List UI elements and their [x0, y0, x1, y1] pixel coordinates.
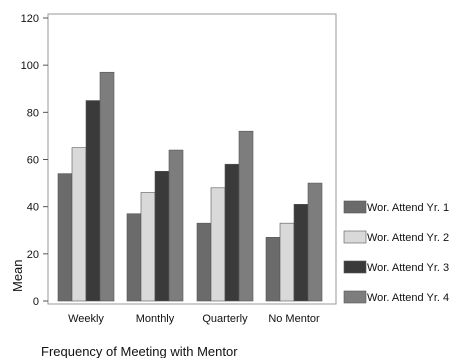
bar — [99, 71, 115, 302]
bar — [85, 100, 101, 302]
bar — [126, 213, 142, 302]
y-tick-label: 80 — [27, 107, 39, 119]
bar — [71, 147, 87, 302]
x-tick-label: No Mentor — [268, 313, 320, 325]
legend-label: Wor. Attend Yr. 3 — [367, 262, 449, 274]
bar — [154, 170, 170, 302]
bar — [238, 130, 254, 302]
legend-label: Wor. Attend Yr. 1 — [367, 202, 449, 214]
y-tick-label: 60 — [27, 155, 39, 167]
legend-label: Wor. Attend Yr. 4 — [367, 292, 449, 304]
bar — [265, 237, 281, 302]
x-tick-label: Weekly — [68, 313, 104, 325]
y-axis-title: Mean — [10, 259, 25, 292]
y-tick-label: 120 — [21, 13, 39, 25]
y-axis-ticks: 0 20 40 60 80 100 120 — [21, 13, 48, 308]
legend-swatch — [343, 230, 367, 244]
x-axis-ticks: Weekly Monthly Quarterly No Mentor — [68, 313, 320, 325]
legend-swatch — [343, 290, 367, 304]
y-tick-label: 0 — [33, 296, 39, 308]
bar — [224, 163, 240, 302]
y-tick-label: 40 — [27, 202, 39, 214]
bar — [293, 204, 309, 302]
bar — [140, 192, 156, 302]
x-axis-title: Frequency of Meeting with Mentor — [41, 344, 238, 358]
legend-label: Wor. Attend Yr. 2 — [367, 232, 449, 244]
y-tick-label: 20 — [27, 249, 39, 261]
x-tick-label: Monthly — [136, 313, 175, 325]
bar — [196, 222, 212, 302]
bars — [57, 71, 323, 302]
bar — [168, 149, 184, 302]
bar — [57, 173, 73, 302]
bar — [307, 182, 323, 302]
legend-swatch — [343, 200, 367, 214]
bar — [210, 187, 226, 302]
x-tick-label: Quarterly — [202, 313, 248, 325]
legend-swatch — [343, 260, 367, 274]
legend: Wor. Attend Yr. 1 Wor. Attend Yr. 2 Wor. A… — [343, 200, 449, 304]
bar — [279, 222, 295, 302]
y-tick-label: 100 — [21, 60, 39, 72]
